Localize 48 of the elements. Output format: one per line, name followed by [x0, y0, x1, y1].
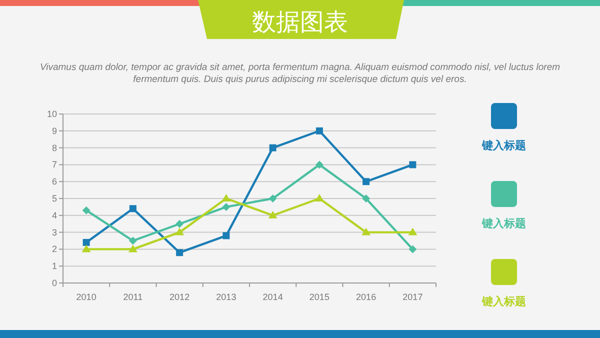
- point: [409, 161, 416, 168]
- point: [175, 228, 184, 236]
- y-tick-label: 2: [52, 244, 57, 254]
- x-tick-label: 2017: [402, 292, 423, 302]
- point: [408, 228, 418, 236]
- point: [128, 236, 137, 245]
- chart-title: 数据图表: [252, 10, 348, 36]
- x-tick-label: 2016: [356, 292, 376, 302]
- x-tick-label: 2014: [262, 292, 283, 302]
- point: [362, 194, 370, 202]
- y-tick-label: 9: [52, 126, 57, 136]
- x-tick-label: 2015: [309, 292, 330, 302]
- point: [314, 194, 324, 202]
- x-tick-label: 2010: [76, 292, 96, 302]
- point: [82, 206, 90, 214]
- y-tick-label: 6: [52, 176, 57, 187]
- x-tick-label: 2013: [216, 292, 236, 302]
- point: [362, 178, 370, 186]
- y-tick-label: 8: [52, 142, 57, 153]
- y-tick-label: 0: [52, 278, 57, 288]
- point: [362, 228, 371, 236]
- y-tick-label: 7: [52, 160, 57, 170]
- point: [176, 220, 184, 228]
- point: [129, 205, 136, 212]
- point: [222, 194, 231, 202]
- point: [82, 238, 90, 246]
- legend-label: 键入标题: [481, 295, 526, 308]
- point: [128, 244, 138, 252]
- legend-label: 键入标题: [481, 217, 526, 230]
- point: [268, 194, 277, 202]
- point: [269, 144, 276, 152]
- point: [222, 232, 230, 240]
- y-tick-label: 3: [52, 227, 57, 238]
- point: [222, 202, 230, 211]
- x-tick-label: 2012: [170, 292, 190, 302]
- y-tick-label: 5: [52, 194, 57, 204]
- point: [316, 127, 323, 134]
- y-tick-label: 1: [52, 261, 57, 272]
- point: [315, 160, 324, 169]
- y-tick-label: 4: [52, 210, 57, 220]
- chart-subtitle: Vivamus quam dolor, tempor ac gravida sit amet, porta fermentum magna. Aliquam euismod commodo nisl, vel luctus lorem fermentum quis. Duis quis purus adipiscing mi scelerisque dictum quis vel eros.: [38, 62, 562, 86]
- legend-label: 键入标题: [481, 139, 526, 152]
- point: [268, 210, 278, 218]
- point: [82, 244, 91, 252]
- y-tick-label: 10: [46, 109, 57, 119]
- x-tick-label: 2011: [123, 292, 143, 302]
- point: [176, 249, 184, 256]
- point: [408, 245, 417, 254]
